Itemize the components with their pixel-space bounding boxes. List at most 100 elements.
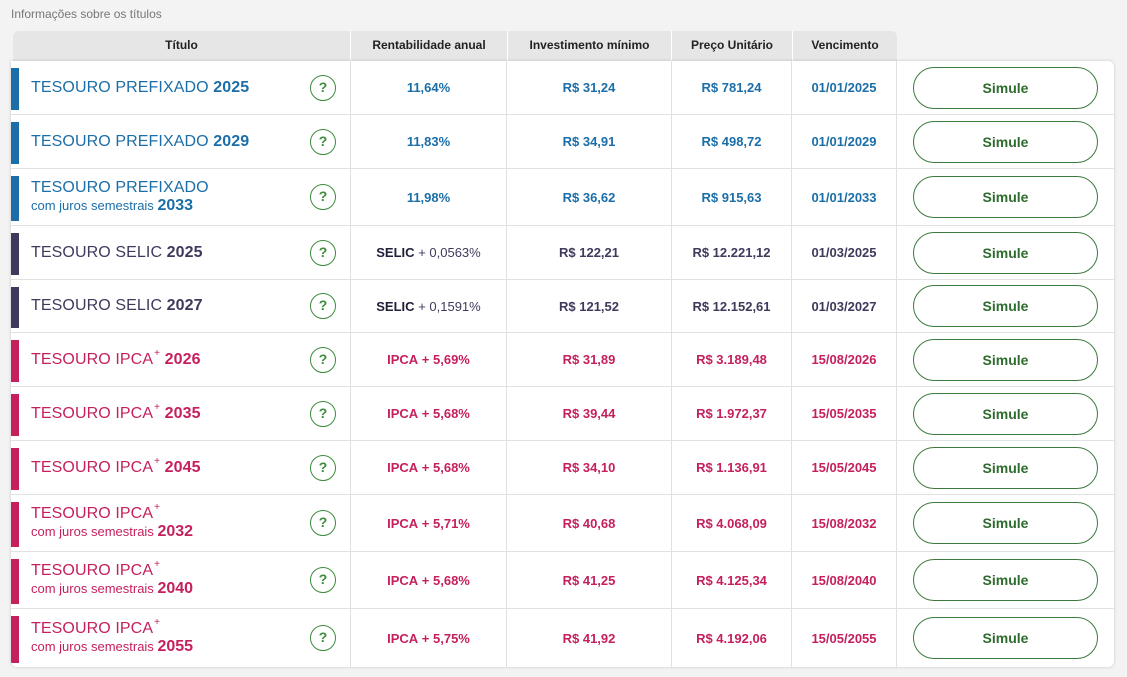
title-year: 2040 [157, 580, 194, 597]
rent-value: + 5,68% [421, 406, 470, 421]
table-row: TESOURO PREFIXADO com juros semestrais 20… [11, 169, 1114, 226]
group-color-bar [11, 559, 19, 604]
simule-button[interactable]: Simule [913, 285, 1098, 327]
cell-vencimento: 15/08/2032 [792, 495, 897, 551]
table-row: TESOURO IPCA+ 2035? IPCA + 5,68% R$ 39,44 R… [11, 387, 1114, 441]
group-color-bar [11, 176, 19, 221]
title-name: TESOURO IPCA [31, 505, 154, 522]
title-year: 2027 [166, 297, 203, 314]
help-icon[interactable]: ? [310, 625, 336, 651]
cell-investimento: R$ 34,91 [507, 115, 672, 168]
title-year: 2029 [213, 132, 250, 150]
cell-rentabilidade: 11,98% [351, 169, 507, 225]
cell-acao: Simule [897, 552, 1114, 608]
cell-vencimento: 15/08/2026 [792, 333, 897, 386]
cell-titulo: TESOURO IPCA+ com juros semestrais 2040? [11, 552, 351, 608]
simule-button[interactable]: Simule [913, 559, 1098, 601]
help-icon[interactable]: ? [310, 346, 336, 373]
rent-value: + 0,1591% [418, 298, 481, 314]
title-name: TESOURO IPCA [31, 404, 154, 422]
cell-vencimento: 15/05/2055 [792, 609, 897, 667]
rent-value: 11,98% [406, 189, 451, 205]
cell-investimento: R$ 122,21 [507, 226, 672, 279]
cell-vencimento: 15/08/2040 [792, 552, 897, 608]
rent-value: 11,83% [406, 134, 451, 149]
simule-button[interactable]: Simule [913, 617, 1098, 659]
help-icon[interactable]: ? [310, 74, 336, 101]
title-name: TESOURO IPCA [31, 350, 154, 368]
cell-preco: R$ 4.125,34 [672, 552, 792, 608]
group-color-bar [11, 122, 19, 164]
cell-preco: R$ 4.192,06 [672, 609, 792, 667]
cell-rentabilidade: 11,83% [351, 115, 507, 168]
help-icon[interactable]: ? [310, 454, 336, 481]
title-superscript: + [154, 347, 161, 359]
title-year: 2025 [213, 78, 250, 96]
help-icon[interactable]: ? [310, 293, 336, 319]
title-juros: com juros semestrais [31, 198, 154, 213]
cell-investimento: R$ 41,92 [507, 609, 672, 667]
title-year: 2035 [164, 404, 201, 422]
simule-button[interactable]: Simule [913, 231, 1098, 274]
table-row: TESOURO SELIC 2027? SELIC + 0,1591% R$ 121… [11, 280, 1114, 333]
simule-button[interactable]: Simule [913, 120, 1098, 163]
cell-investimento: R$ 121,52 [507, 280, 672, 332]
simule-button[interactable]: Simule [913, 502, 1098, 544]
rent-index: SELIC [376, 298, 415, 314]
cell-rentabilidade: IPCA + 5,68% [351, 387, 507, 440]
cell-investimento: R$ 34,10 [507, 441, 672, 494]
help-icon[interactable]: ? [310, 128, 336, 155]
title-year: 2045 [164, 458, 201, 476]
title-label: TESOURO PREFIXADO 2029 [31, 133, 249, 151]
cell-vencimento: 15/05/2045 [792, 441, 897, 494]
table-row: TESOURO IPCA+ 2026? IPCA + 5,69% R$ 31,89 R… [11, 333, 1114, 387]
rent-value: + 0,0563% [418, 245, 481, 260]
cell-rentabilidade: IPCA + 5,68% [351, 441, 507, 494]
title-label: TESOURO IPCA+ 2026 [31, 347, 201, 369]
cell-rentabilidade: IPCA + 5,71% [351, 495, 507, 551]
cell-rentabilidade: IPCA + 5,69% [351, 333, 507, 386]
cell-vencimento: 01/01/2029 [792, 115, 897, 168]
rent-index: IPCA [387, 572, 419, 588]
help-icon[interactable]: ? [310, 400, 336, 427]
cell-titulo: TESOURO IPCA+ 2045? [11, 441, 351, 494]
cell-investimento: R$ 36,62 [507, 169, 672, 225]
header-rentabilidade: Rentabilidade anual [351, 31, 508, 61]
cell-preco: R$ 781,24 [672, 61, 792, 114]
simule-button[interactable]: Simule [913, 392, 1098, 435]
rent-index: IPCA [387, 406, 419, 421]
cell-titulo: TESOURO PREFIXADO 2029? [11, 115, 351, 168]
cell-titulo: TESOURO SELIC 2027? [11, 280, 351, 332]
cell-acao: Simule [897, 495, 1114, 551]
simule-button[interactable]: Simule [913, 66, 1098, 109]
cell-titulo: TESOURO SELIC 2025? [11, 226, 351, 279]
simule-button[interactable]: Simule [913, 446, 1098, 489]
title-label: TESOURO IPCA+ com juros semestrais 2032 [31, 502, 193, 541]
help-icon[interactable]: ? [310, 184, 336, 210]
table-row: TESOURO SELIC 2025? SELIC + 0,0563% R$ 122… [11, 226, 1114, 280]
title-name: TESOURO IPCA [31, 620, 154, 637]
simule-button[interactable]: Simule [913, 176, 1098, 218]
cell-vencimento: 01/01/2025 [792, 61, 897, 114]
cell-preco: R$ 4.068,09 [672, 495, 792, 551]
help-icon[interactable]: ? [310, 239, 336, 266]
cell-preco: R$ 1.972,37 [672, 387, 792, 440]
rent-index: IPCA [387, 630, 419, 646]
group-color-bar [11, 616, 19, 663]
simule-button[interactable]: Simule [913, 338, 1098, 381]
table-header: Título Rentabilidade anual Investimento … [13, 31, 897, 61]
cell-investimento: R$ 31,24 [507, 61, 672, 114]
help-icon[interactable]: ? [310, 567, 336, 593]
cell-titulo: TESOURO IPCA+ com juros semestrais 2032? [11, 495, 351, 551]
cell-preco: R$ 12.221,12 [672, 226, 792, 279]
cell-preco: R$ 1.136,91 [672, 441, 792, 494]
table-row: TESOURO IPCA+ com juros semestrais 2032? I… [11, 495, 1114, 552]
cell-titulo: TESOURO IPCA+ 2026? [11, 333, 351, 386]
table-row: TESOURO IPCA+ com juros semestrais 2040? I… [11, 552, 1114, 609]
rent-value: + 5,68% [421, 460, 470, 475]
cell-rentabilidade: SELIC + 0,1591% [351, 280, 507, 332]
cell-titulo: TESOURO PREFIXADO com juros semestrais 20… [11, 169, 351, 225]
help-icon[interactable]: ? [310, 510, 336, 536]
cell-investimento: R$ 39,44 [507, 387, 672, 440]
group-color-bar [11, 287, 19, 328]
